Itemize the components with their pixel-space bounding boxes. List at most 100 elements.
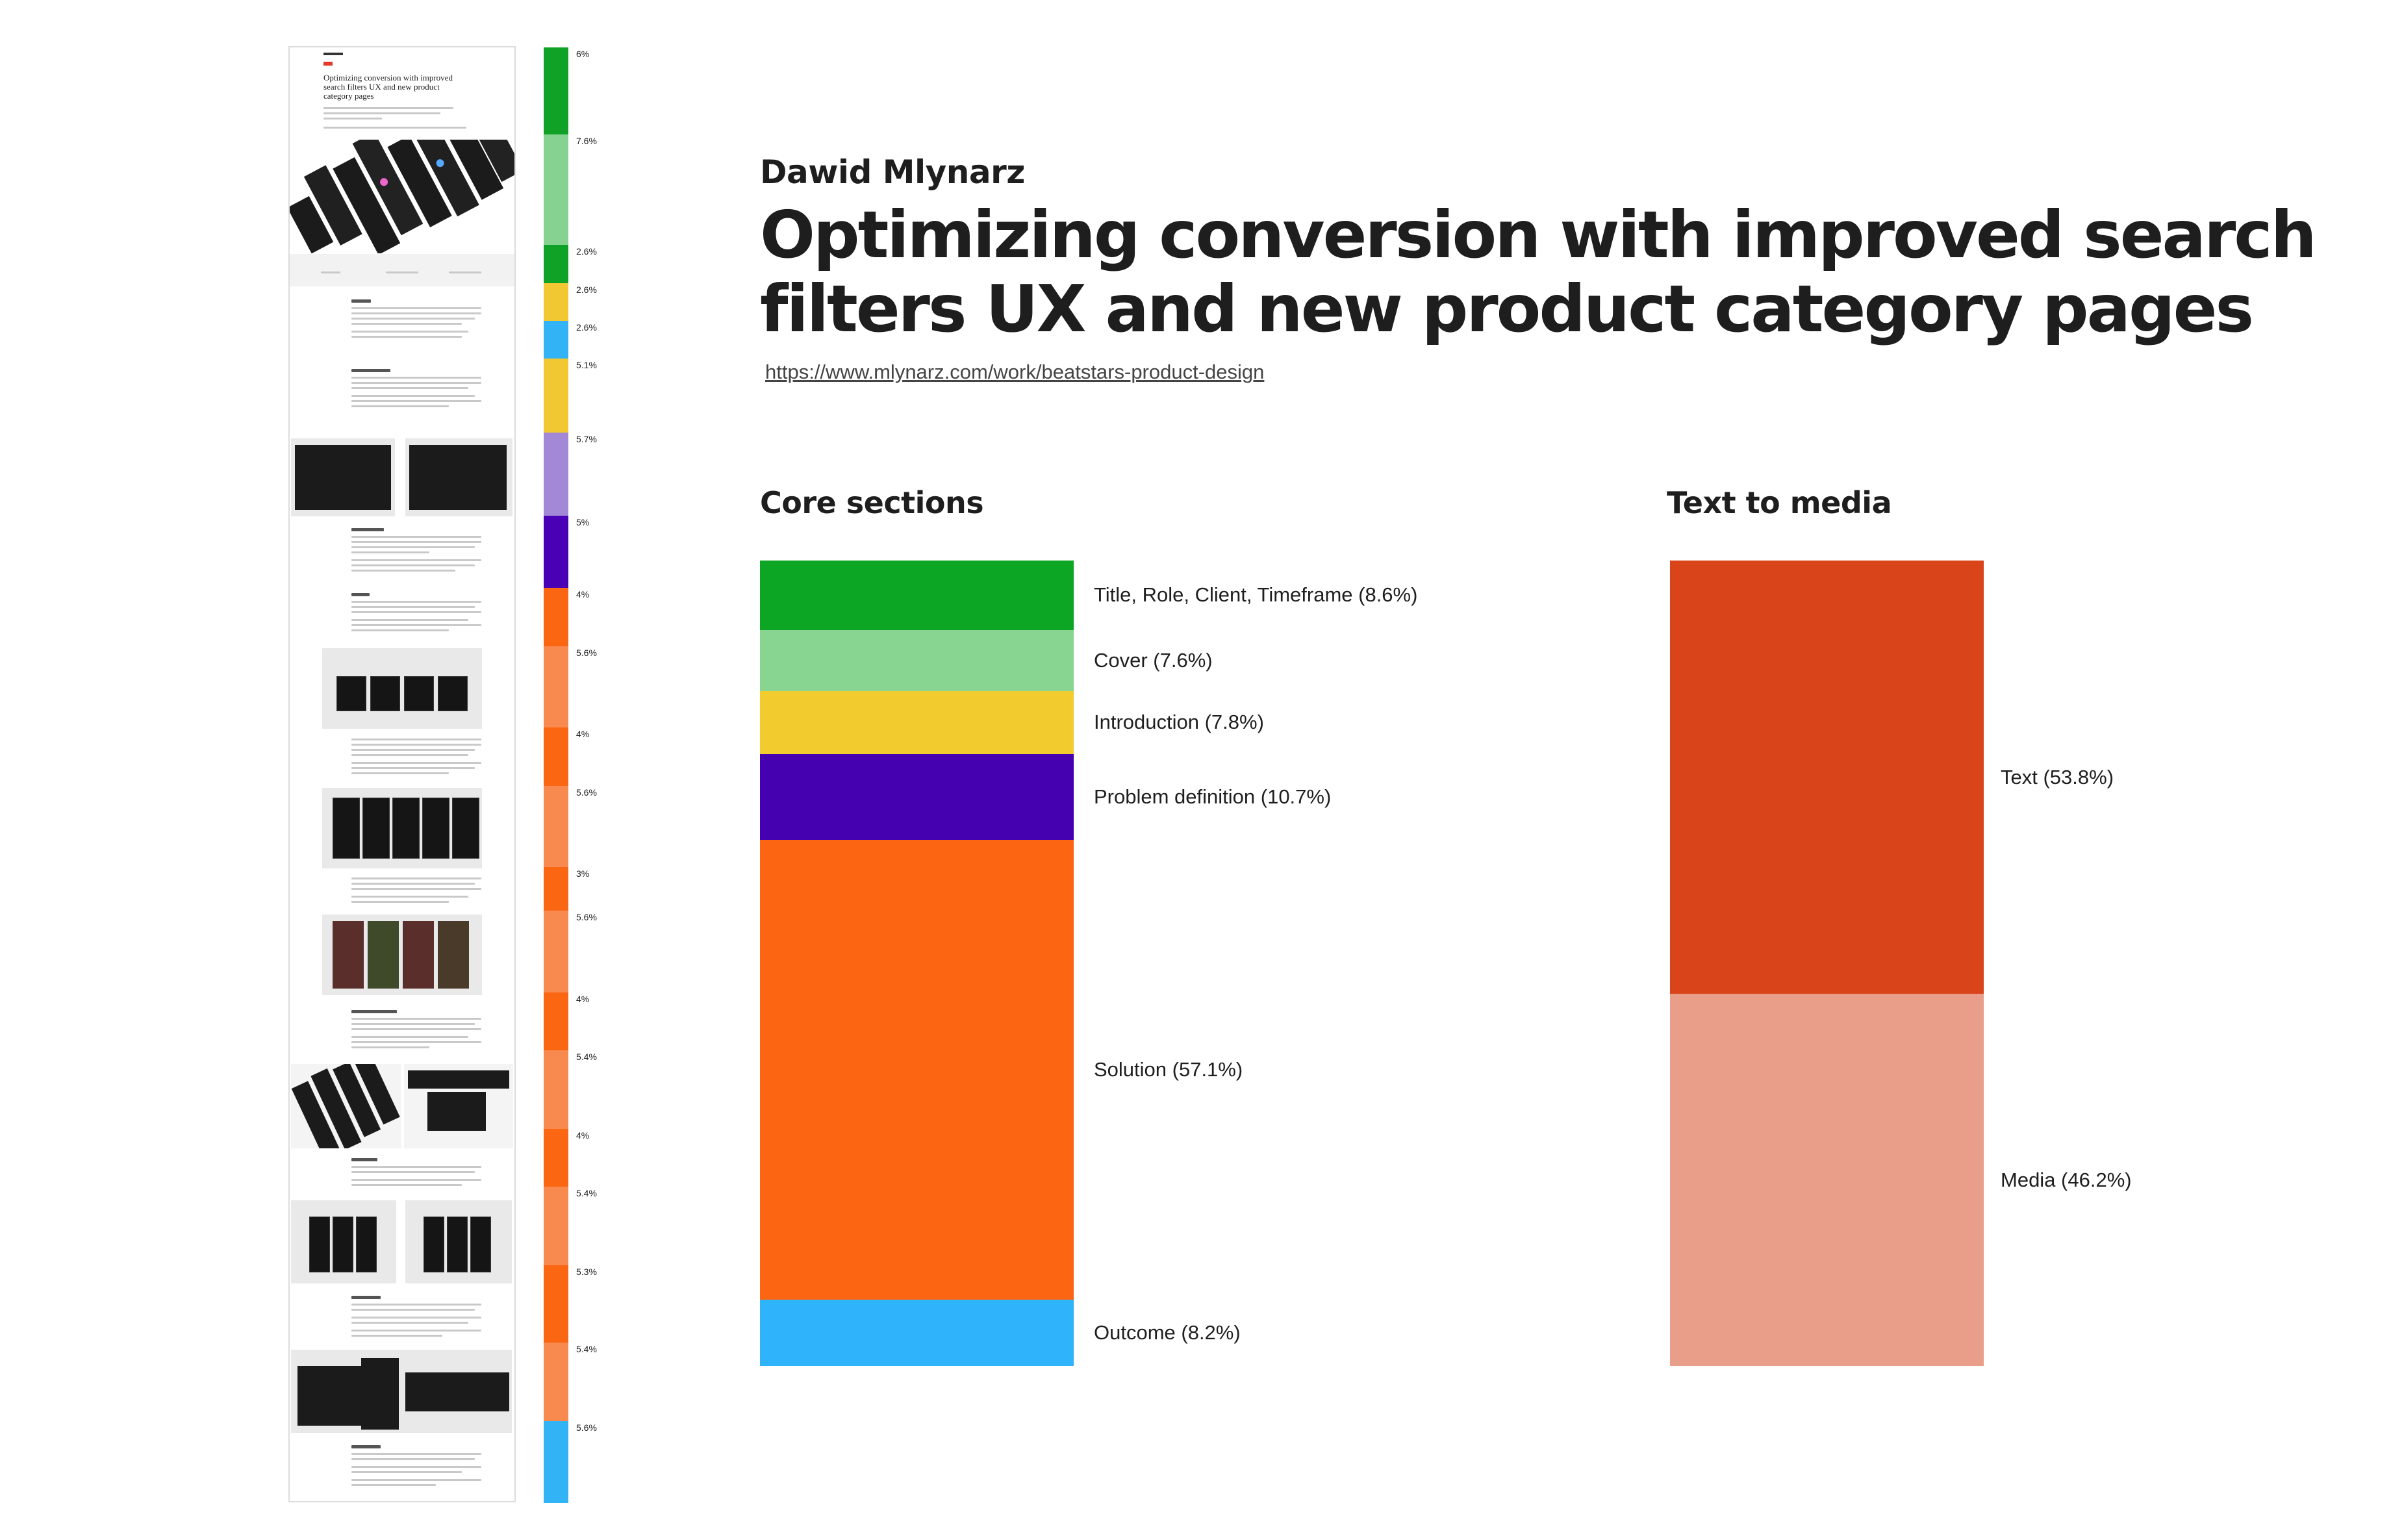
- thumbnail-phone: [333, 921, 364, 989]
- thumbnail-tilted-phones: [291, 1055, 400, 1157]
- thumbnail-text-line: [351, 1184, 462, 1186]
- strip-segment: [544, 646, 568, 728]
- strip-segment-label: 7.6%: [576, 136, 597, 147]
- strip-segment-label: 4%: [576, 993, 590, 1004]
- bar-segment-label: Solution (57.1%): [1094, 1058, 1243, 1081]
- bar-segment-title-role-client-timeframe: [760, 561, 1074, 630]
- strip-segment: [544, 992, 568, 1051]
- strip-segment-label: 5.4%: [576, 1343, 597, 1354]
- core-sections-title: Core sections: [760, 485, 984, 520]
- thumbnail-text-line: [351, 546, 475, 548]
- thumbnail-text-line: [323, 112, 440, 114]
- thumbnail-text-line: [351, 1023, 475, 1025]
- thumbnail-text-line: [351, 559, 481, 561]
- strip-segment-label: 2.6%: [576, 322, 597, 333]
- strip-segment-label: 3%: [576, 868, 590, 879]
- thumbnail-card: [370, 676, 400, 711]
- strip-segment: [544, 867, 568, 912]
- strip-segment-label: 5.6%: [576, 647, 597, 658]
- strip-segment: [544, 1187, 568, 1266]
- strip-segment-label: 5.3%: [576, 1267, 597, 1278]
- thumbnail-text-line: [351, 772, 449, 774]
- strip-segment: [544, 1265, 568, 1343]
- thumbnail-card: [336, 676, 366, 711]
- strip-segment: [544, 1128, 568, 1187]
- thumbnail-media-block: [409, 445, 507, 510]
- thumbnail-text-line: [351, 624, 481, 626]
- thumbnail-text-line: [351, 400, 481, 402]
- thumbnail-text-line: [351, 1046, 429, 1048]
- strip-segment: [544, 588, 568, 647]
- thumbnail-text-line: [351, 611, 481, 613]
- thumbnail-text-line: [351, 541, 481, 543]
- strip-segment-label: 4%: [576, 589, 590, 600]
- thumbnail-text-line: [321, 271, 340, 273]
- thumbnail-card: [438, 676, 468, 711]
- thumbnail-text-line: [351, 744, 481, 746]
- thumbnail-media-block: [427, 1092, 486, 1131]
- thumbnail-text-line: [351, 754, 468, 756]
- bar-segment-label: Title, Role, Client, Timeframe (8.6%): [1094, 583, 1418, 607]
- thumbnail-text-line: [351, 1466, 481, 1468]
- strip-segment: [544, 134, 568, 246]
- thumbnail-text-line: [351, 883, 475, 885]
- strip-segment-label: 5.6%: [576, 912, 597, 923]
- thumbnail-heading: [351, 1296, 381, 1299]
- thumbnail-heading: [351, 593, 370, 596]
- strip-segment-label: 5.6%: [576, 787, 597, 798]
- thumbnail-cover-phones: [290, 113, 514, 255]
- thumbnail-text-line: [351, 1036, 468, 1038]
- thumbnail-text-line: [351, 1322, 468, 1324]
- thumbnail-text-line: [351, 629, 449, 631]
- strip-segment-label: 2.6%: [576, 284, 597, 295]
- thumbnail-text-line: [351, 377, 481, 379]
- strip-segment: [544, 1420, 568, 1503]
- thumbnail-text-line: [351, 896, 468, 898]
- thumbnail-text-line: [351, 405, 449, 407]
- strip-segment: [544, 1342, 568, 1421]
- thumbnail-text-line: [323, 118, 382, 120]
- strip-segment: [544, 245, 568, 284]
- thumbnail-text-line: [351, 606, 475, 608]
- bar-segment-label: Introduction (7.8%): [1094, 711, 1264, 734]
- thumbnail-phone: [403, 921, 434, 989]
- bar-segment-label: Problem definition (10.7%): [1094, 785, 1332, 808]
- thumbnail-text-line: [323, 107, 453, 109]
- thumbnail-text-line: [351, 767, 475, 769]
- thumbnail-cover-image: [290, 113, 514, 255]
- thumbnail-phone: [362, 798, 390, 859]
- thumbnail-text-line: [351, 331, 468, 333]
- thumbnail-text-line: [351, 749, 475, 751]
- thumbnail-text-line: [351, 551, 429, 553]
- strip-segment-label: 5.1%: [576, 359, 597, 370]
- thumbnail-text-line: [351, 307, 481, 309]
- strip-segment-label: 5%: [576, 516, 590, 527]
- thumbnail-heading: [351, 528, 384, 531]
- strip-segment-label: 4%: [576, 729, 590, 740]
- section-strip: [544, 47, 568, 1503]
- strip-segment-label: 6%: [576, 49, 590, 59]
- thumbnail-text-line: [351, 387, 468, 389]
- thumbnail-media-block: [297, 1366, 366, 1426]
- strip-segment: [544, 911, 568, 993]
- thumbnail-media-block: [361, 1358, 399, 1430]
- bar-segment-label: Text (53.8%): [2001, 765, 2114, 789]
- strip-segment-label: 5.6%: [576, 1422, 597, 1433]
- thumbnail-text-line: [351, 1041, 481, 1043]
- case-study-link[interactable]: https://www.mlynarz.com/work/beatstars-p…: [765, 360, 1265, 383]
- thumbnail-heading: [351, 1158, 377, 1161]
- bar-segment-outcome: [760, 1300, 1074, 1367]
- thumbnail-logo: [323, 53, 343, 55]
- thumbnail-phone: [368, 921, 399, 989]
- thumbnail-media-block: [295, 445, 391, 510]
- thumbnail-text-line: [351, 1018, 481, 1020]
- strip-segment-label: 5.4%: [576, 1052, 597, 1063]
- strip-segment: [544, 727, 568, 787]
- thumbnail-text-line: [351, 312, 481, 314]
- thumbnail-phone: [438, 921, 469, 989]
- bar-segment-media: [1670, 994, 1984, 1367]
- thumbnail-text-line: [386, 271, 418, 273]
- thumbnail-text-line: [351, 1171, 475, 1173]
- bar-segment-label: Media (46.2%): [2001, 1168, 2132, 1191]
- thumbnail-phone: [333, 798, 360, 859]
